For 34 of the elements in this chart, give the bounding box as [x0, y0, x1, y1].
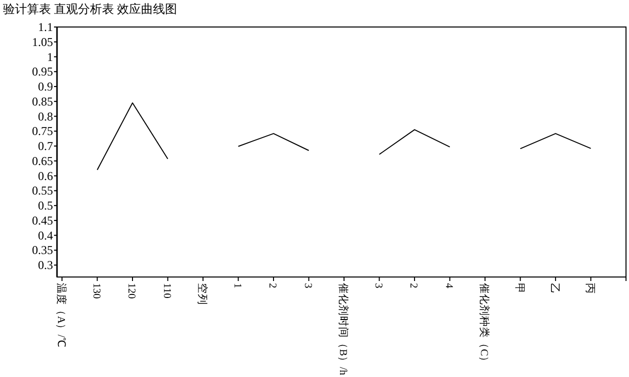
y-tick-label: 0.6 — [38, 168, 53, 183]
y-tick-label: 0.3 — [38, 258, 53, 272]
x-tick-label: 4 — [442, 283, 454, 289]
x-tick-label: 110 — [160, 283, 172, 298]
y-tick-label: 1 — [47, 50, 53, 64]
y-tick-label: 0.85 — [32, 94, 53, 108]
x-tick-label: 乙 — [548, 283, 561, 294]
x-tick-label: 3 — [372, 283, 384, 288]
y-tick-label: 0.65 — [32, 154, 53, 168]
y-tick-label: 0.35 — [32, 243, 53, 258]
x-tick-label: 2 — [408, 283, 419, 288]
y-tick-label: 0.4 — [38, 228, 53, 242]
y-tick-label: 1.1 — [38, 20, 53, 34]
x-tick-label: 2 — [266, 283, 278, 288]
y-tick-label: 0.9 — [38, 80, 53, 94]
x-tick-label: 催化剂种类（C） — [478, 283, 492, 368]
y-tick-label: 0.5 — [38, 198, 53, 213]
x-tick-label: 温度（A）/℃ — [55, 283, 68, 348]
x-tick-label: 3 — [302, 283, 313, 288]
y-tick-label: 1.05 — [32, 34, 53, 49]
x-tick-label: 130 — [90, 283, 102, 299]
x-tick-label: 催化剂时间（B）/h — [337, 283, 350, 376]
x-tick-label: 120 — [126, 283, 137, 299]
x-tick-label: 1 — [231, 283, 242, 288]
chart-title: 验计算表 直观分析表 效应曲线图 — [3, 2, 177, 16]
y-tick-label: 0.45 — [32, 213, 53, 228]
y-tick-label: 0.95 — [32, 64, 53, 79]
x-tick-label: 空列 — [196, 283, 210, 305]
y-tick-label: 0.8 — [38, 109, 53, 124]
y-tick-label: 0.55 — [32, 184, 53, 198]
x-tick-label: 丙 — [584, 283, 596, 294]
y-tick-label: 0.7 — [38, 139, 53, 154]
x-tick-label: 甲 — [513, 283, 526, 294]
y-tick-label: 0.75 — [32, 124, 53, 138]
